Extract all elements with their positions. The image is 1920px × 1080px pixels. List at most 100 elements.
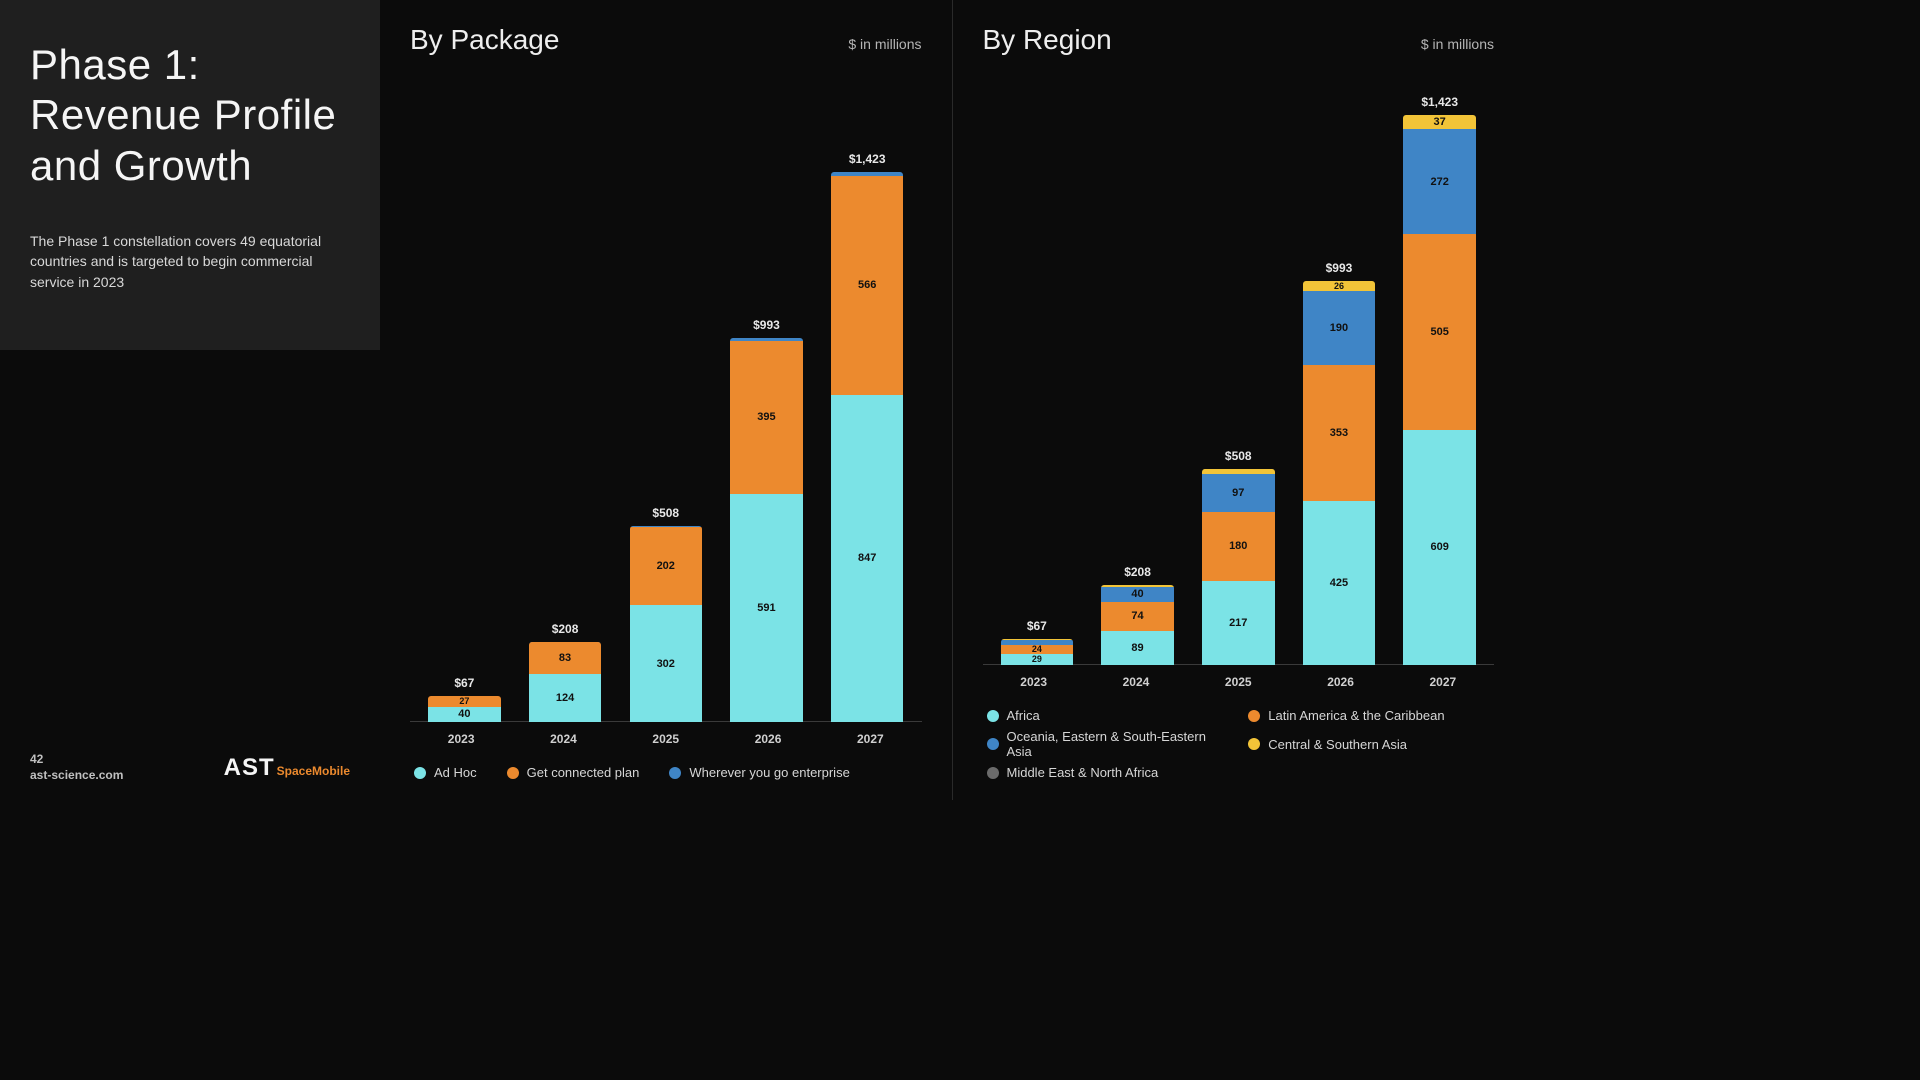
- segment-value: 190: [1330, 322, 1348, 334]
- legend-item: Wherever you go enterprise: [669, 765, 849, 780]
- bar-total-label: $208: [552, 622, 579, 636]
- stacked-bar: 84756610: [831, 172, 904, 722]
- stacked-bar: 425 353 190 26: [1303, 281, 1376, 665]
- bar-column: $5083022024: [615, 86, 716, 722]
- panel-title: By Region: [983, 24, 1112, 56]
- page-number: 42: [30, 752, 123, 766]
- bar-segment: 505: [1403, 234, 1476, 429]
- segment-value: 591: [757, 602, 775, 614]
- segment-value: 353: [1330, 427, 1348, 439]
- bar-column: $208124831: [515, 86, 616, 722]
- bar-column: $993 425 353 190 26: [1289, 86, 1390, 665]
- legend-label: Middle East & North Africa: [1007, 765, 1159, 780]
- x-tick: 2025: [615, 732, 717, 746]
- sidebar: Phase 1: Revenue Profile and Growth The …: [0, 0, 380, 800]
- segment-value: 217: [1229, 617, 1247, 629]
- segment-value: 24: [1032, 645, 1042, 654]
- bar-column: $50821718097131: [1188, 86, 1289, 665]
- segment-value: 124: [556, 692, 574, 704]
- legend-item: Latin America & the Caribbean: [1248, 708, 1490, 723]
- legend: Ad Hoc Get connected plan Wherever you go …: [410, 746, 922, 780]
- bar-segment: 591: [730, 494, 803, 722]
- bar-segment: 24: [1001, 645, 1074, 654]
- bar-total-label: $508: [652, 506, 679, 520]
- legend-swatch: [987, 767, 999, 779]
- bar-total-label: $993: [1326, 261, 1353, 275]
- x-tick: 2024: [512, 732, 614, 746]
- legend-label: Wherever you go enterprise: [689, 765, 849, 780]
- bar-total-label: $1,423: [849, 152, 886, 166]
- stacked-bar: 4027: [428, 696, 501, 722]
- bar-segment: 395: [730, 341, 803, 494]
- bar-total-label: $67: [454, 676, 474, 690]
- segment-value: 505: [1430, 326, 1448, 338]
- legend-swatch: [414, 767, 426, 779]
- bar-segment: 302: [630, 605, 703, 722]
- stacked-bar: 8974405: [1101, 585, 1174, 665]
- footer-meta: 42 ast-science.com: [30, 752, 123, 782]
- bar-column: $9935913957: [716, 86, 817, 722]
- segment-value: 395: [757, 411, 775, 423]
- page-description: The Phase 1 constellation covers 49 equa…: [0, 231, 380, 322]
- segment-value: 302: [657, 658, 675, 670]
- bar-total-label: $993: [753, 318, 780, 332]
- bar-segment: 83: [529, 642, 602, 674]
- legend-label: Latin America & the Caribbean: [1268, 708, 1444, 723]
- bar-column: $67 2924131: [987, 86, 1088, 665]
- legend-swatch: [1248, 710, 1260, 722]
- stacked-bar-chart-package: $674027$208124831$5083022024$9935913957$…: [410, 86, 922, 722]
- logo: AST SpaceMobile: [224, 754, 350, 782]
- bar-segment: 566: [831, 176, 904, 395]
- legend-item: Ad Hoc: [414, 765, 477, 780]
- bar-segment: 40: [428, 707, 501, 722]
- bar-total-label: $1,423: [1421, 95, 1458, 109]
- panel-header: By Package $ in millions: [410, 24, 922, 56]
- legend-item: Get connected plan: [507, 765, 640, 780]
- bar-segment: 353: [1303, 365, 1376, 501]
- bar-column: $2088974405: [1087, 86, 1188, 665]
- bar-column: $1,42360950527237: [1389, 86, 1490, 665]
- bar-segment: 180: [1202, 512, 1275, 582]
- x-tick: 2027: [1392, 675, 1494, 689]
- page-title: Phase 1: Revenue Profile and Growth: [30, 40, 350, 191]
- panel-header: By Region $ in millions: [983, 24, 1495, 56]
- bar-column: $67 4027: [414, 86, 515, 722]
- bar-segment: 89: [1101, 631, 1174, 665]
- legend-swatch: [987, 738, 999, 750]
- legend-label: Ad Hoc: [434, 765, 477, 780]
- page-root: Phase 1: Revenue Profile and Growth The …: [0, 0, 1524, 800]
- x-axis: 20232024202520262027: [983, 664, 1495, 689]
- segment-value: 83: [559, 652, 571, 664]
- segment-value: 40: [1131, 588, 1143, 600]
- bar-segment: 40: [1101, 587, 1174, 602]
- stacked-bar: 2924131: [1001, 639, 1074, 665]
- logo-main: AST: [224, 754, 275, 782]
- bar-total-label: $508: [1225, 449, 1252, 463]
- segment-value: 74: [1131, 610, 1143, 622]
- bar-total-label: $67: [1027, 619, 1047, 633]
- panel-title: By Package: [410, 24, 559, 56]
- title-block: Phase 1: Revenue Profile and Growth: [0, 0, 380, 231]
- bar-segment: 609: [1403, 430, 1476, 665]
- bar-segment: 29: [1001, 654, 1074, 665]
- panel-unit: $ in millions: [848, 36, 921, 52]
- bar-total-label: $208: [1124, 565, 1151, 579]
- bar-segment: 37: [1403, 115, 1476, 129]
- site-url: ast-science.com: [30, 768, 123, 782]
- legend-item: Middle East & North Africa: [987, 765, 1229, 780]
- logo-sub: SpaceMobile: [277, 764, 350, 778]
- segment-value: 425: [1330, 577, 1348, 589]
- legend-item: Africa: [987, 708, 1229, 723]
- legend-label: Central & Southern Asia: [1268, 737, 1407, 752]
- x-tick: 2026: [1289, 675, 1391, 689]
- segment-value: 27: [459, 697, 469, 706]
- sidebar-bg: [0, 350, 380, 800]
- panel-by-region: By Region $ in millions $67 2924131 $208 89…: [952, 0, 1525, 800]
- segment-value: 566: [858, 279, 876, 291]
- legend-label: Get connected plan: [527, 765, 640, 780]
- bar-segment: 190: [1303, 291, 1376, 364]
- legend-swatch: [987, 710, 999, 722]
- legend: AfricaLatin America & the CaribbeanOcean…: [983, 689, 1495, 780]
- segment-value: 26: [1334, 282, 1344, 291]
- stacked-bar: 124831: [529, 642, 602, 722]
